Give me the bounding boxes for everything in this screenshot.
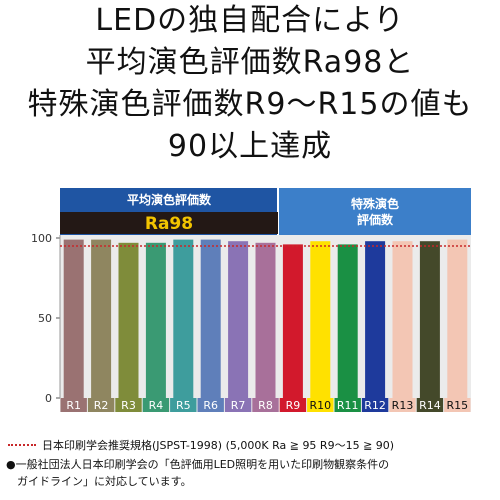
x-label-box-r14 (416, 398, 444, 412)
bar-r6 (200, 239, 221, 398)
bar-r10 (310, 241, 331, 398)
bar-r9 (282, 244, 303, 398)
y-axis: 0 50 100 (31, 232, 61, 405)
x-tick-label-r6: R6 (203, 399, 218, 412)
x-label-box-r7 (224, 398, 252, 412)
headline-line-1: LEDの独自配合により (95, 3, 405, 38)
x-tick-label-r1: R1 (66, 399, 81, 412)
headline-line-4: 90以上達成 (167, 129, 333, 164)
x-label-box-r12 (361, 398, 389, 412)
bar-r2 (91, 239, 112, 398)
x-label-box-r2 (87, 398, 115, 412)
x-label-box-r1 (60, 398, 87, 412)
bar-r12 (365, 241, 386, 398)
x-label-box-r6 (197, 398, 224, 412)
x-tick-label-r13: R13 (392, 399, 414, 412)
bars (63, 239, 468, 398)
x-label-box-r9 (279, 398, 307, 412)
x-tick-label-r7: R7 (231, 399, 246, 412)
reference-line-legend-label: 日本印刷学会推奨規格(JSPST-1998) (5,000K Ra ≧ 95 R… (42, 439, 395, 452)
headline: LEDの独自配合により 平均演色評価数Ra98と 特殊演色評価数R9～R15の値… (0, 0, 500, 168)
average-header-label: 平均演色評価数 (127, 192, 212, 207)
x-tick-label-r12: R12 (364, 399, 386, 412)
x-tick-label-r4: R4 (149, 399, 164, 412)
y-tick-label: 50 (38, 312, 52, 325)
y-tick-label: 0 (45, 392, 52, 405)
reference-line-legend-swatch (8, 444, 36, 446)
x-label-box-r10 (307, 398, 334, 412)
x-tick-label-r15: R15 (446, 399, 468, 412)
x-label-box-r5 (170, 398, 197, 412)
x-tick-label-r14: R14 (419, 399, 441, 412)
footnote: ●一般社団法人日本印刷学会の「色評価用LED照明を用いた印刷物観察条件の ガイド… (6, 456, 496, 490)
x-label-box-r3 (115, 398, 142, 412)
ra-badge-label: Ra98 (145, 214, 193, 234)
footnote-line-2: ガイドライン」に対応しています。 (17, 475, 192, 488)
headline-line-3: 特殊演色評価数R9～R15の値も (27, 87, 473, 122)
bar-r14 (419, 241, 440, 398)
headline-line-2: 平均演色評価数Ra98と (85, 45, 415, 80)
bar-r13 (392, 241, 413, 398)
special-header-band (278, 188, 471, 235)
x-tick-label-r5: R5 (176, 399, 191, 412)
bar-r4 (145, 242, 166, 398)
x-label-box-r4 (142, 398, 170, 412)
bar-r11 (337, 244, 358, 398)
footnote-line-1: ●一般社団法人日本印刷学会の「色評価用LED照明を用いた印刷物観察条件の (6, 458, 390, 471)
x-tick-label-r8: R8 (258, 399, 273, 412)
x-tick-label-r3: R3 (121, 399, 136, 412)
legend: 日本印刷学会推奨規格(JSPST-1998) (5,000K Ra ≧ 95 R… (8, 437, 394, 453)
x-label-box-r8 (252, 398, 279, 412)
special-header-label-1: 特殊演色 (351, 196, 399, 211)
special-header-label-2: 評価数 (357, 212, 394, 227)
x-label-box-r11 (334, 398, 361, 412)
bar-r3 (118, 242, 139, 398)
x-tick-label-r9: R9 (286, 399, 301, 412)
bar-r5 (173, 239, 194, 398)
bar-r1 (63, 239, 84, 398)
x-label-box-r13 (389, 398, 416, 412)
x-tick-label-r2: R2 (94, 399, 109, 412)
bar-r7 (228, 241, 249, 398)
x-axis-labels: R1 R2 R3 R4 R5 R6 R7 R8 R9 R10 R11 R12 R13 R14 R15 (60, 398, 471, 412)
ra-badge (60, 212, 278, 234)
x-tick-label-r11: R11 (337, 399, 359, 412)
bar-r8 (255, 242, 276, 398)
y-tick-label: 100 (31, 232, 52, 245)
x-label-box-r15 (444, 398, 471, 412)
bar-r15 (447, 239, 468, 398)
x-tick-label-r10: R10 (309, 399, 331, 412)
